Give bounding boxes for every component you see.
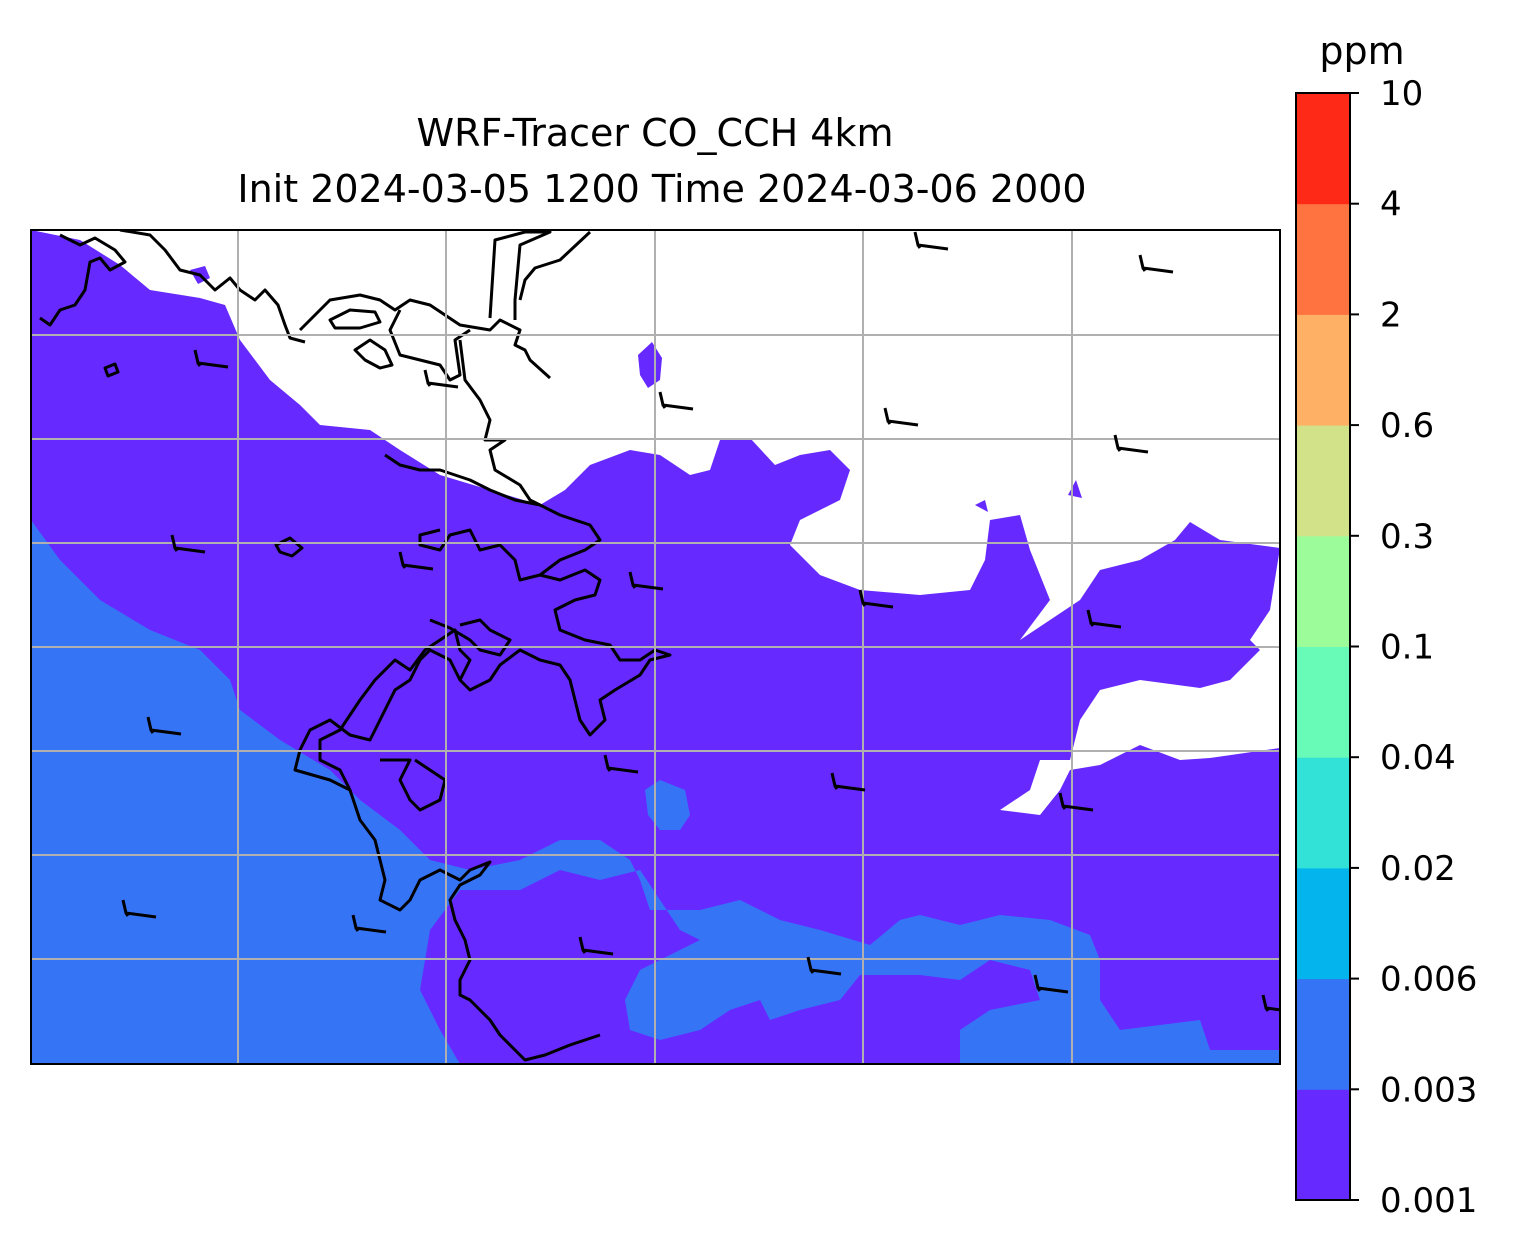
colorbar-segment-2 bbox=[1296, 867, 1350, 980]
coastline-island-4 bbox=[274, 536, 304, 558]
contour-fill-band-2-west bbox=[31, 520, 1280, 1064]
colorbar-tick-label: 10 bbox=[1380, 74, 1423, 114]
wind-barb bbox=[830, 772, 866, 792]
coastline-south bbox=[348, 789, 601, 1062]
coastline-island-3 bbox=[103, 362, 120, 378]
map-frame bbox=[30, 229, 1281, 1065]
wind-barb bbox=[1058, 792, 1094, 812]
colorbar-segment-0 bbox=[1296, 1089, 1350, 1201]
wind-barb bbox=[603, 754, 639, 774]
colorbar-tick-label: 0.04 bbox=[1380, 738, 1456, 778]
wind-barb bbox=[806, 956, 842, 976]
wind-barb bbox=[913, 231, 949, 251]
wind-barb bbox=[1138, 254, 1174, 274]
coastline-peninsula bbox=[318, 628, 472, 812]
colorbar-segment-9 bbox=[1296, 93, 1350, 205]
coastline-sound bbox=[293, 568, 672, 792]
colorbar-unit-label: ppm bbox=[1319, 29, 1404, 73]
wind-barb bbox=[170, 534, 206, 554]
colorbar-tick-label: 0.1 bbox=[1380, 628, 1434, 668]
wind-barb bbox=[1033, 974, 1069, 994]
colorbar-tick-label: 0.3 bbox=[1380, 517, 1434, 557]
wind-barbs bbox=[121, 231, 1280, 1012]
wind-barb bbox=[121, 899, 157, 919]
wind-barb bbox=[883, 407, 919, 427]
gridlines bbox=[31, 230, 1280, 1064]
colorbar-tick-label: 0.6 bbox=[1380, 406, 1434, 446]
wind-barb bbox=[858, 589, 894, 609]
coastline-inlet bbox=[388, 230, 592, 382]
wind-barb bbox=[193, 349, 229, 369]
title-line-2: Init 2024-03-05 1200 Time 2024-03-06 200… bbox=[237, 167, 1086, 211]
colorbar-segment-5 bbox=[1296, 535, 1350, 647]
coastline-north bbox=[39, 230, 306, 344]
colorbar-segment-3 bbox=[1296, 757, 1350, 869]
colorbar: 0.001 0.003 0.006 0.02 0.04 0.1 0.3 0.6 2 4 10 bbox=[1295, 74, 1477, 1221]
wind-barb bbox=[1113, 434, 1149, 454]
coastlines bbox=[39, 230, 672, 1062]
wind-barb bbox=[351, 914, 387, 934]
colorbar-tick-label: 0.003 bbox=[1380, 1070, 1477, 1110]
wind-barb bbox=[146, 716, 182, 736]
colorbar-segment-6 bbox=[1296, 425, 1350, 537]
contour-fill-band-2-blob bbox=[645, 780, 690, 830]
colorbar-tick-label: 0.001 bbox=[1380, 1181, 1477, 1221]
wind-barb bbox=[398, 551, 434, 571]
colorbar-segment-8 bbox=[1296, 203, 1350, 315]
map-panel bbox=[31, 230, 1280, 1064]
colorbar-segment-1 bbox=[1296, 978, 1350, 1090]
wind-barb bbox=[628, 571, 664, 591]
wind-barb bbox=[1086, 609, 1122, 629]
colorbar-segment-4 bbox=[1296, 646, 1350, 758]
colorbar-segment-7 bbox=[1296, 314, 1350, 426]
coastline-peninsula-2 bbox=[429, 618, 512, 657]
contour-fill-band-1-patch bbox=[792, 1035, 835, 1064]
coastline-island-2 bbox=[353, 338, 394, 370]
colorbar-tick-label: 0.02 bbox=[1380, 849, 1456, 889]
contour-fill-band-1-island-d bbox=[975, 500, 988, 512]
wind-barb bbox=[658, 391, 694, 411]
coastline-island-1 bbox=[328, 308, 382, 330]
title-line-1: WRF-Tracer CO_CCH 4km bbox=[417, 111, 894, 155]
coastline-river bbox=[298, 293, 552, 380]
coastline-river-branch bbox=[488, 230, 552, 320]
colorbar-tick-label: 2 bbox=[1380, 295, 1402, 335]
coastline-mid bbox=[384, 453, 602, 582]
colorbar-tick-label: 0.006 bbox=[1380, 960, 1477, 1000]
wind-barb bbox=[1261, 994, 1280, 1012]
colorbar-tick-label: 4 bbox=[1380, 185, 1402, 225]
wind-barb bbox=[423, 369, 459, 389]
wind-barb bbox=[578, 936, 614, 956]
